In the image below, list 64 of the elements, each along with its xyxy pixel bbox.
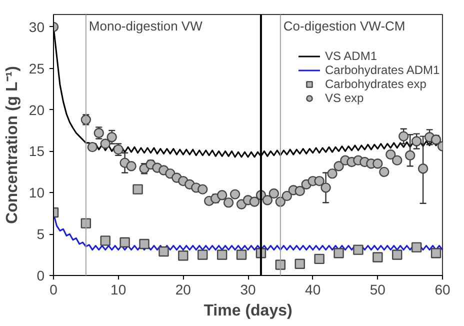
point — [392, 155, 402, 166]
point — [223, 197, 234, 208]
point — [411, 242, 422, 252]
legend-label: VS exp — [325, 91, 364, 105]
point — [334, 161, 344, 172]
point — [334, 248, 344, 258]
point — [418, 164, 428, 174]
x-tick-label: 0 — [50, 282, 58, 298]
point — [268, 188, 280, 199]
point — [132, 184, 143, 194]
point — [87, 142, 98, 152]
point — [106, 132, 117, 142]
point — [372, 158, 383, 169]
point — [411, 136, 422, 146]
legend-label: VS ADM1 — [325, 49, 378, 63]
x-tick-label: 40 — [305, 282, 321, 298]
point — [386, 149, 396, 160]
point — [120, 237, 130, 248]
point — [230, 189, 240, 200]
point — [100, 138, 110, 149]
point — [262, 195, 273, 206]
point — [126, 161, 136, 172]
y-tick-label: 10 — [28, 184, 45, 201]
point — [379, 166, 390, 178]
point — [327, 168, 338, 179]
y-tick-label: 5 — [36, 226, 45, 242]
point — [392, 250, 402, 260]
point — [294, 258, 305, 269]
x-tick-label: 60 — [434, 282, 450, 298]
legend-label: Carbohydrates exp — [325, 77, 426, 91]
point — [100, 236, 110, 246]
point — [398, 131, 409, 142]
point — [314, 254, 324, 264]
point — [139, 238, 150, 250]
x-tick-label: 30 — [240, 282, 256, 298]
point — [320, 182, 331, 193]
y-tick-label: 20 — [28, 102, 45, 118]
ref-line-label: Mono-digestion VW — [88, 18, 204, 34]
x-tick-label: 10 — [110, 282, 126, 298]
point — [314, 176, 324, 186]
point — [372, 252, 383, 262]
point — [198, 250, 208, 260]
x-tick-label: 20 — [175, 282, 192, 298]
y-tick-label: 15 — [28, 143, 45, 160]
y-tick-label: 0 — [36, 268, 45, 284]
y-axis-title: Concentration (g L⁻¹) — [4, 66, 21, 224]
ref-line-label: Co-digestion VW-CM — [283, 18, 406, 34]
point — [236, 250, 247, 260]
x-tick-label: 50 — [370, 282, 386, 298]
point — [216, 250, 228, 260]
y-tick-label: 25 — [28, 60, 45, 76]
point — [216, 190, 228, 200]
point — [404, 150, 416, 160]
y-tick-label: 30 — [28, 18, 45, 35]
x-axis-title: Time (days) — [204, 302, 292, 320]
point — [353, 244, 364, 255]
point — [282, 190, 292, 202]
point — [294, 186, 305, 196]
point — [430, 248, 442, 258]
point — [198, 184, 208, 194]
legend-label: Carbohydrates ADM1 — [325, 63, 440, 77]
point — [249, 196, 260, 207]
point — [158, 246, 169, 257]
point — [178, 250, 188, 261]
